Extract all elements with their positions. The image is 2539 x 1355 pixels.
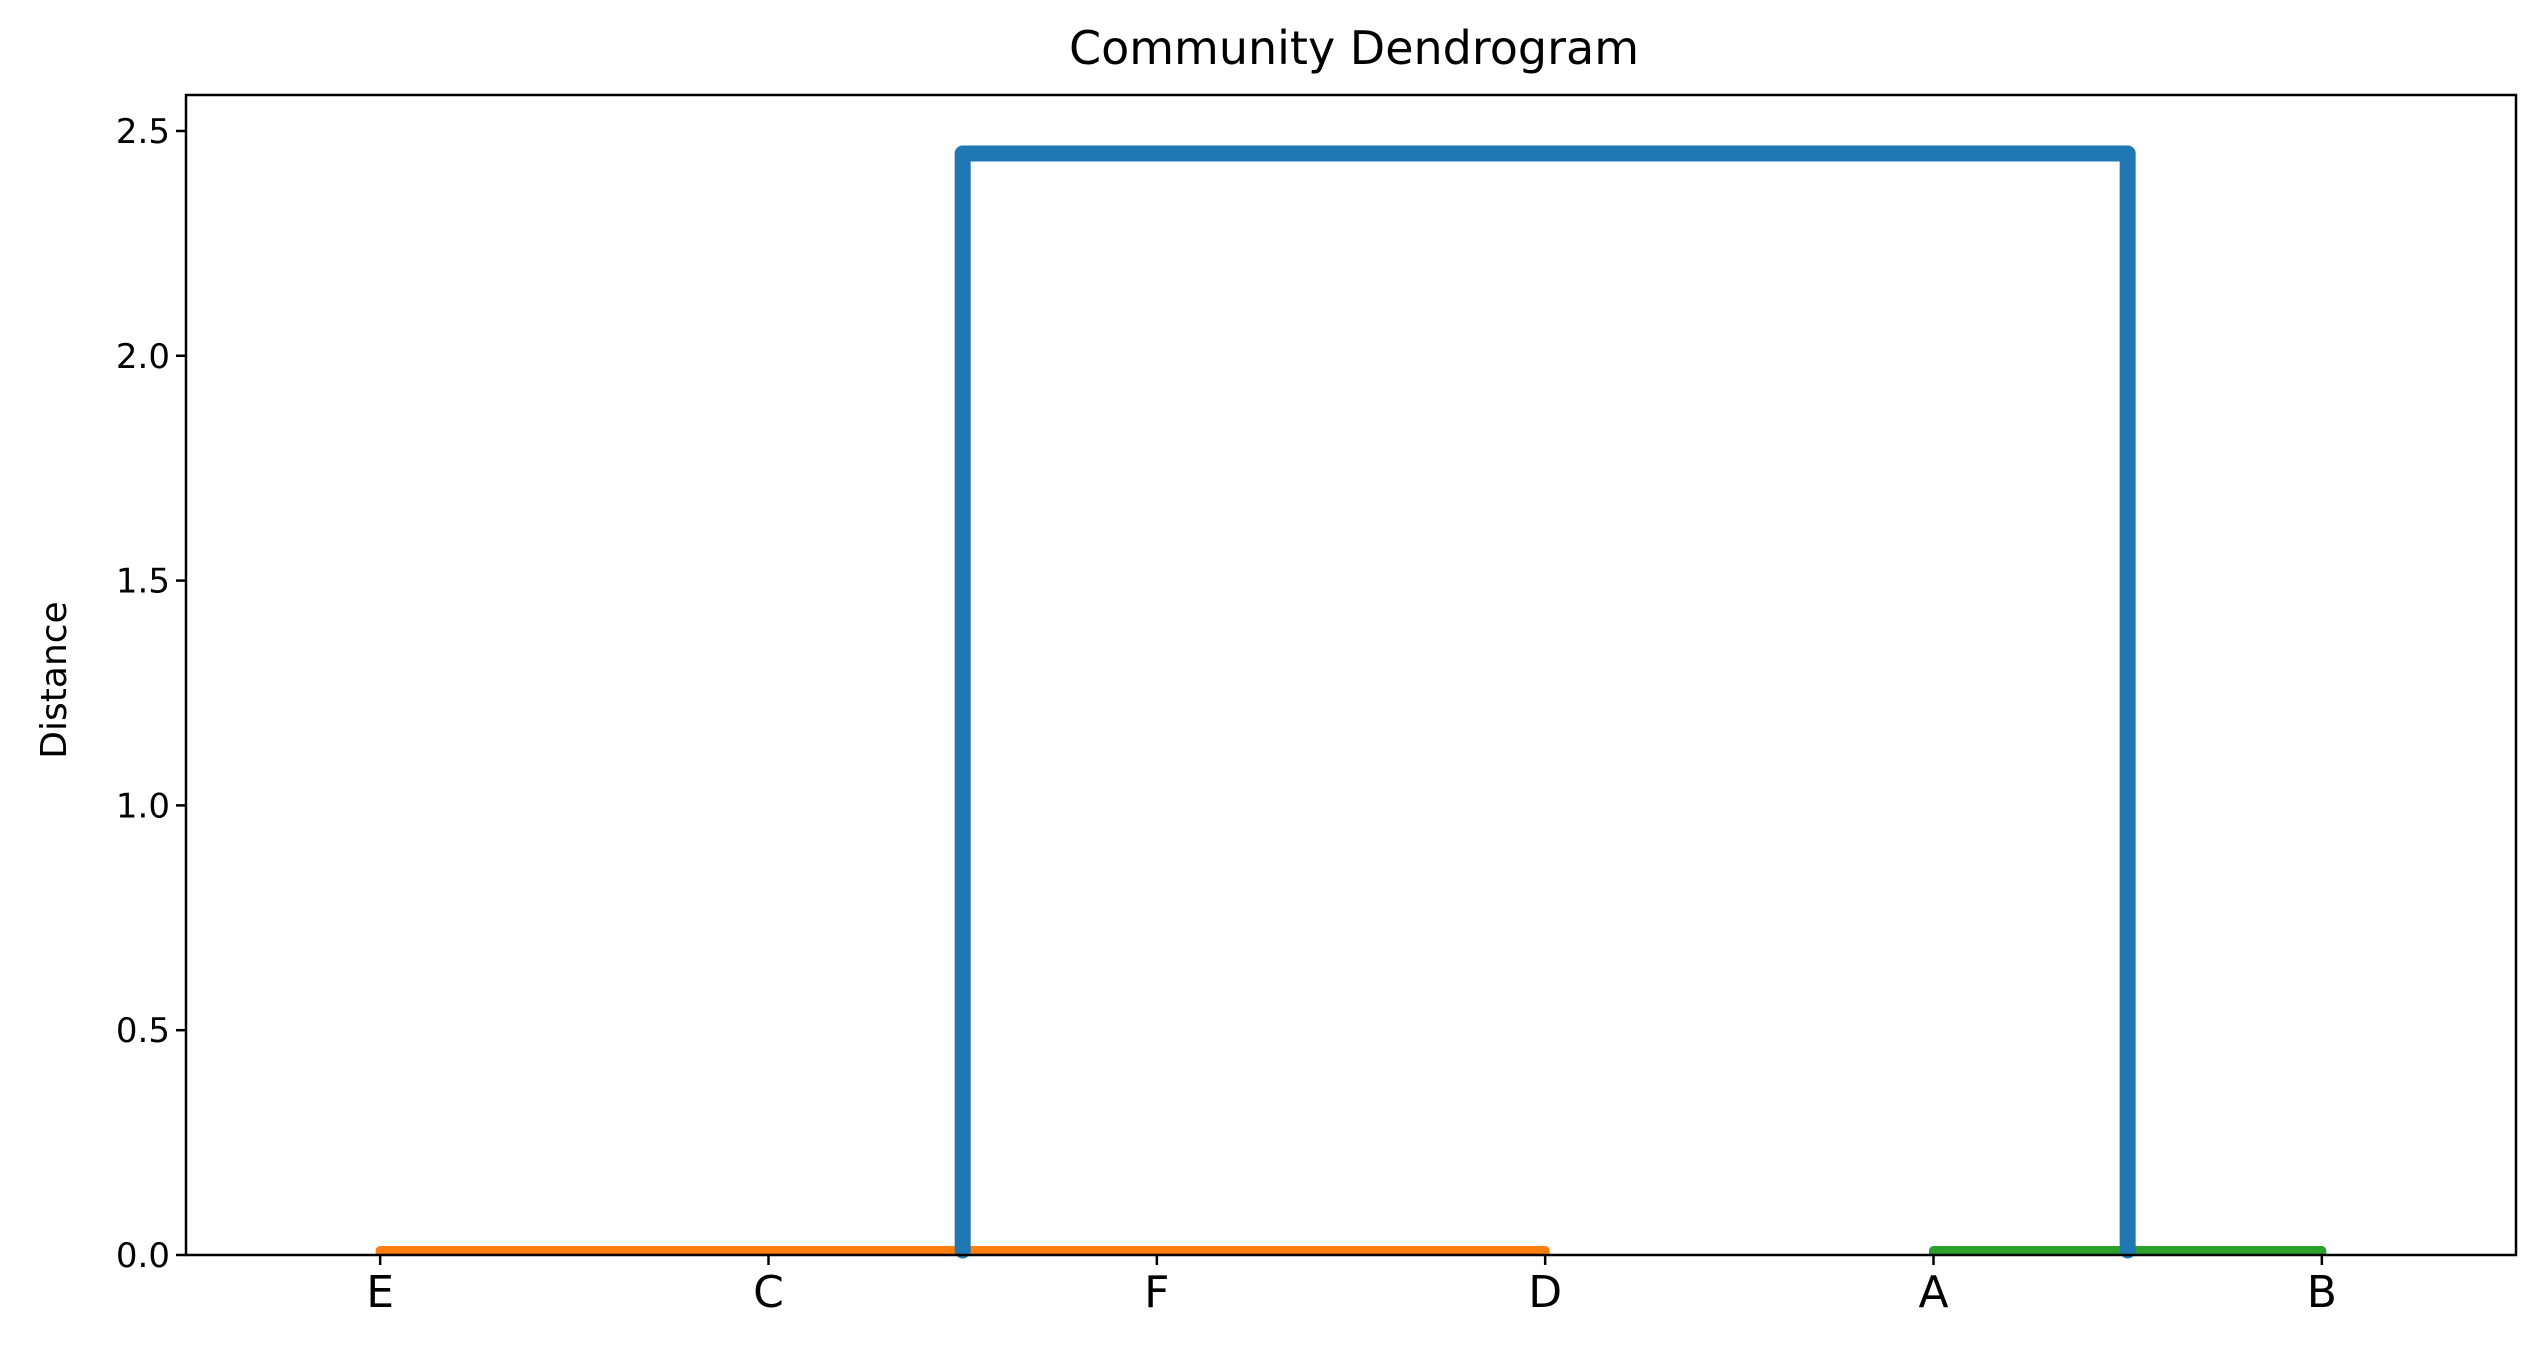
y-tick-label: 0.5 [116, 1011, 170, 1051]
leaf-label: C [753, 1267, 784, 1318]
dendrogram-link [954, 145, 2136, 1259]
leaf-label: F [1144, 1267, 1169, 1318]
leaf-label: B [2307, 1267, 2337, 1318]
y-tick-label: 2.0 [116, 337, 170, 377]
y-tick-label: 1.0 [116, 786, 170, 826]
y-tick-label: 1.5 [116, 562, 170, 602]
y-tick-label: 2.5 [116, 112, 170, 152]
chart-title: Community Dendrogram [1069, 21, 1639, 75]
plot-frame [184, 93, 2518, 1257]
leaf-label: A [1918, 1267, 1948, 1318]
y-axis-label: Distance [34, 601, 75, 758]
y-tick-label: 0.0 [116, 1236, 170, 1276]
plot-area: 0.0 0.5 1.0 1.5 2.0 2.5 E C F D A B [116, 112, 2337, 1318]
leaf-label: E [366, 1267, 394, 1318]
leaf-label: D [1528, 1267, 1562, 1318]
